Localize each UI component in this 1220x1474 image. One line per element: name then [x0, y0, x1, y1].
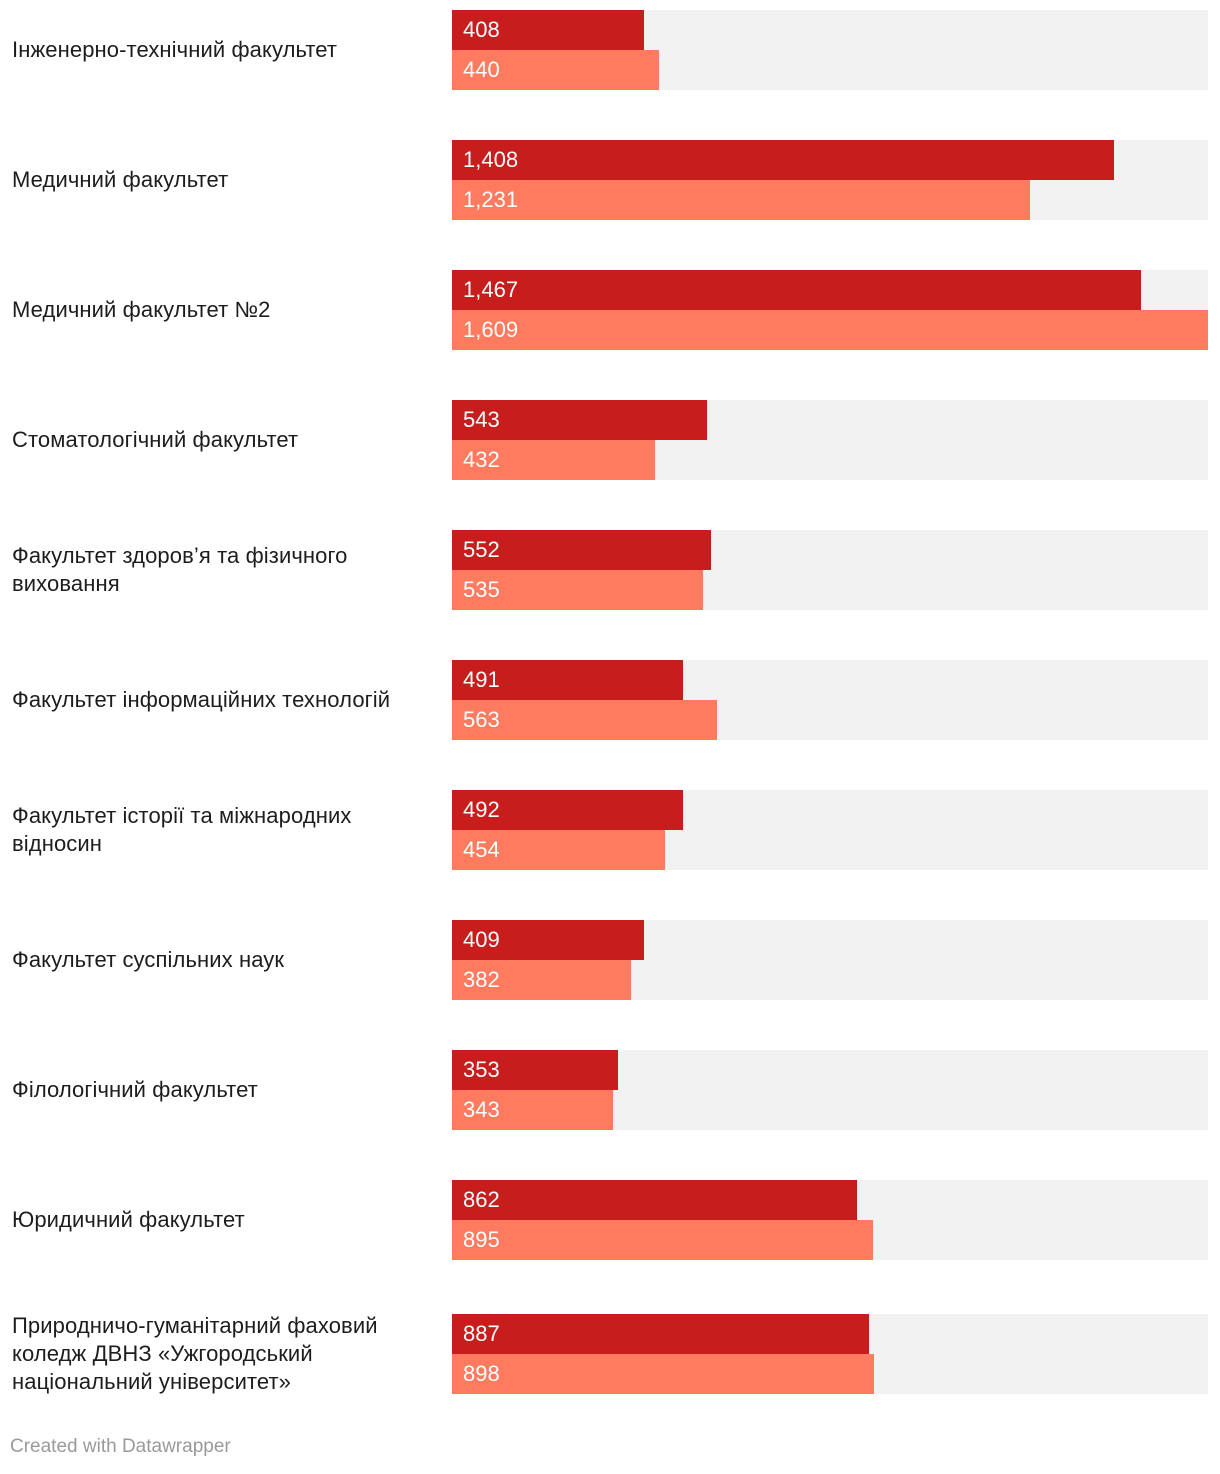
- category-label: Факультет історії та міжнародних відноси…: [12, 803, 352, 856]
- category-label: Природничо-гуманітарний фаховий коледж Д…: [12, 1313, 378, 1394]
- bar-value-label: 563: [463, 707, 500, 732]
- bar-series-2: [452, 570, 704, 610]
- chart-row: Стоматологічний факультет 543 432: [0, 400, 1220, 480]
- bar-value-label: 1,231: [463, 187, 519, 212]
- bar-series-1: [452, 1050, 618, 1090]
- bar-track: 491 563: [452, 660, 1208, 740]
- bar-value-label: 409: [463, 927, 500, 952]
- bar-track: 1,408 1,231: [452, 140, 1208, 220]
- bar-value-label: 382: [463, 967, 500, 992]
- bar-series-2: [452, 180, 1031, 220]
- bar-series-2: [452, 1090, 614, 1130]
- category-label: Інженерно-технічний факультет: [12, 37, 338, 62]
- bar-track: 862 895: [452, 1180, 1208, 1260]
- bar-series-1: [452, 10, 644, 50]
- bar-chart: Інженерно-технічний факультет 408 440 Медич…: [0, 10, 1220, 1394]
- bar-series-1: [452, 920, 645, 960]
- bar-value-label: 1,609: [463, 317, 519, 342]
- bar-series-1: [452, 790, 684, 830]
- bar-series-2: [452, 1220, 873, 1260]
- bar-value-label: 887: [463, 1321, 500, 1346]
- category-label: Факультет суспільних наук: [12, 947, 285, 972]
- bar-value-label: 353: [463, 1057, 500, 1082]
- bar-track: 1,467 1,609: [452, 270, 1208, 350]
- bar-series-1: [452, 140, 1114, 180]
- chart-row: Інженерно-технічний факультет 408 440: [0, 10, 1220, 90]
- bar-series-1: [452, 1180, 858, 1220]
- bar-value-label: 535: [463, 577, 500, 602]
- chart-row: Юридичний факультет 862 895: [0, 1180, 1220, 1260]
- chart-row: Медичний факультет 1,408 1,231: [0, 140, 1220, 220]
- chart-row: Факультет суспільних наук 409 382: [0, 920, 1220, 1000]
- category-label: Юридичний факультет: [12, 1207, 245, 1232]
- bar-track: 492 454: [452, 790, 1208, 870]
- bar-series-1: [452, 660, 683, 700]
- chart-row: Факультет здоров’я та фізичного вихованн…: [0, 530, 1220, 610]
- bar-series-2: [452, 700, 717, 740]
- bar-series-2: [452, 310, 1208, 350]
- bar-value-label: 552: [463, 537, 500, 562]
- bar-value-label: 343: [463, 1097, 500, 1122]
- chart-row: Медичний факультет №2 1,467 1,609: [0, 270, 1220, 350]
- chart-row: Філологічний факультет 353 343: [0, 1050, 1220, 1130]
- chart-row: Факультет історії та міжнародних відноси…: [0, 790, 1220, 870]
- chart-row: Факультет інформаційних технологій 491 563: [0, 660, 1220, 740]
- datawrapper-credit[interactable]: Created with Datawrapper: [10, 1436, 231, 1457]
- bar-value-label: 432: [463, 447, 500, 472]
- bar-series-2: [452, 1354, 874, 1394]
- bar-track: 543 432: [452, 400, 1208, 480]
- category-label: Факультет здоров’я та фізичного вихованн…: [12, 543, 348, 596]
- bar-series-1: [452, 530, 712, 570]
- bar-value-label: 1,467: [463, 277, 519, 302]
- bar-value-label: 440: [463, 57, 500, 82]
- bar-series-2: [452, 50, 659, 90]
- bar-series-2: [452, 960, 632, 1000]
- bar-value-label: 898: [463, 1361, 500, 1386]
- bar-series-1: [452, 400, 708, 440]
- bar-value-label: 1,408: [463, 147, 519, 172]
- bar-value-label: 492: [463, 797, 500, 822]
- bar-value-label: 543: [463, 407, 500, 432]
- bar-series-1: [452, 1314, 869, 1354]
- bar-track: 408 440: [452, 10, 1208, 90]
- bar-value-label: 895: [463, 1227, 500, 1252]
- chart-row: Природничо-гуманітарний фаховий коледж Д…: [0, 1313, 1220, 1394]
- bar-series-2: [452, 830, 666, 870]
- bar-value-label: 862: [463, 1187, 500, 1212]
- bar-value-label: 491: [463, 667, 500, 692]
- category-label: Медичний факультет №2: [12, 297, 271, 322]
- bar-series-2: [452, 440, 655, 480]
- category-label: Факультет інформаційних технологій: [12, 687, 391, 712]
- bar-track: 552 535: [452, 530, 1208, 610]
- bar-track: 409 382: [452, 920, 1208, 1000]
- bar-value-label: 454: [463, 837, 500, 862]
- bar-track: 353 343: [452, 1050, 1208, 1130]
- bar-track: 887 898: [452, 1314, 1208, 1394]
- category-label: Медичний факультет: [12, 167, 229, 192]
- category-label: Стоматологічний факультет: [12, 427, 299, 452]
- bar-value-label: 408: [463, 17, 500, 42]
- bar-series-1: [452, 270, 1142, 310]
- category-label: Філологічний факультет: [12, 1077, 258, 1102]
